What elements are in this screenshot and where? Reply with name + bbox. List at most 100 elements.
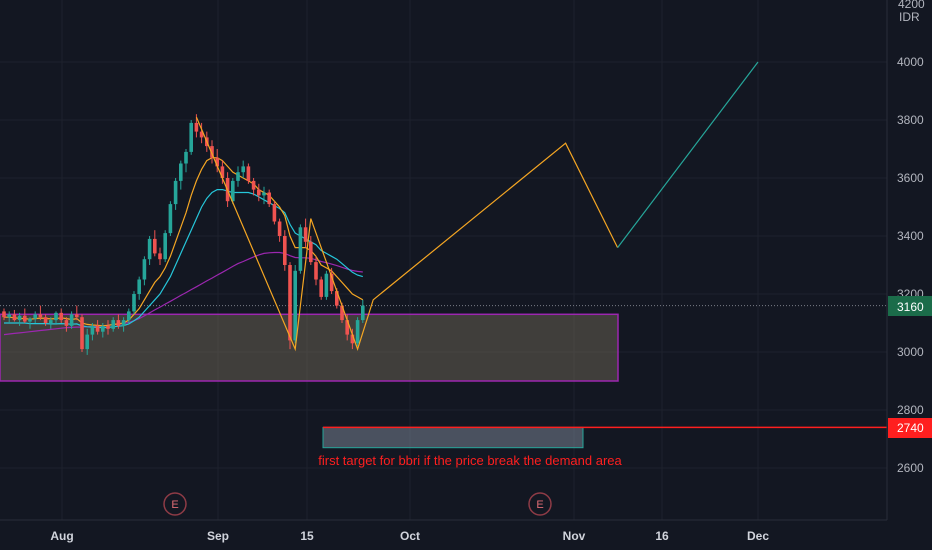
candle-body bbox=[189, 122, 193, 152]
candle-body bbox=[215, 157, 219, 167]
candle-body bbox=[251, 180, 256, 190]
candle-body bbox=[298, 227, 303, 271]
candle-body bbox=[90, 325, 95, 335]
candle-body bbox=[127, 311, 131, 321]
candle-body bbox=[116, 320, 121, 326]
candle-body bbox=[293, 270, 297, 341]
candles bbox=[2, 114, 365, 355]
x-tick-label: Nov bbox=[563, 529, 586, 543]
candle-body bbox=[179, 163, 183, 181]
candle-body bbox=[314, 262, 318, 280]
annotations: first target for bbri if the price break… bbox=[318, 453, 622, 468]
candle-body bbox=[361, 305, 365, 321]
y-tick-label: 3400 bbox=[897, 229, 924, 243]
candle-body bbox=[142, 259, 147, 280]
candle-body bbox=[12, 314, 17, 321]
target-price-tag: 2740 bbox=[897, 421, 924, 435]
y-tick-label: 3800 bbox=[897, 113, 924, 127]
candle-body bbox=[267, 192, 271, 205]
candle-body bbox=[288, 265, 292, 341]
ma-fast-line bbox=[4, 157, 364, 327]
candle-body bbox=[272, 204, 277, 222]
projection-lines bbox=[195, 61, 759, 352]
candle-body bbox=[153, 238, 157, 254]
x-tick-label: Dec bbox=[747, 529, 769, 543]
y-tick-label: 3600 bbox=[897, 171, 924, 185]
candle-body bbox=[199, 131, 204, 138]
earnings-marker-label: E bbox=[536, 499, 543, 511]
candle-body bbox=[137, 279, 141, 294]
candle-body bbox=[54, 312, 58, 321]
candle-body bbox=[101, 325, 105, 332]
candle-body bbox=[319, 279, 323, 297]
candle-body bbox=[158, 253, 162, 260]
x-tick-label: Sep bbox=[207, 529, 229, 543]
candle-body bbox=[210, 146, 214, 158]
candle-body bbox=[324, 273, 329, 297]
candle-body bbox=[111, 320, 115, 329]
candle-body bbox=[132, 294, 136, 312]
candle-body bbox=[236, 172, 240, 181]
candle-body bbox=[350, 334, 355, 344]
x-tick-label: 16 bbox=[655, 529, 669, 543]
x-tick-label: Oct bbox=[400, 529, 420, 543]
x-tick-label: 15 bbox=[300, 529, 314, 543]
candle-body bbox=[355, 320, 360, 344]
candle-body bbox=[309, 241, 313, 263]
earnings-marker-label: E bbox=[171, 499, 178, 511]
x-tick-label: Aug bbox=[50, 529, 73, 543]
candle-body bbox=[335, 291, 339, 306]
candle-body bbox=[168, 204, 173, 234]
target-price-tag-bg bbox=[888, 418, 932, 438]
earnings-marker-circle bbox=[528, 492, 552, 516]
candle-body bbox=[95, 325, 100, 332]
candle-body bbox=[49, 320, 53, 323]
candle-body bbox=[246, 166, 251, 181]
y-tick-label: 4000 bbox=[897, 55, 924, 69]
target-zone bbox=[322, 426, 584, 449]
candle-body bbox=[2, 311, 6, 318]
candle-body bbox=[283, 236, 287, 265]
candle-body bbox=[33, 314, 37, 319]
candle-body bbox=[69, 314, 74, 326]
candle-body bbox=[303, 227, 308, 242]
candle-body bbox=[241, 166, 245, 173]
y-tick-partial: 4200 bbox=[898, 0, 925, 11]
candle-body bbox=[59, 312, 63, 321]
candle-body bbox=[163, 233, 167, 260]
candle-body bbox=[80, 317, 84, 350]
candle-body bbox=[17, 315, 22, 321]
candle-body bbox=[277, 221, 282, 236]
zigzag-teal-line bbox=[617, 61, 759, 248]
candle-body bbox=[85, 334, 89, 350]
candle-body bbox=[28, 318, 32, 322]
earnings-marker-circle bbox=[163, 492, 187, 516]
candle-body bbox=[147, 238, 152, 260]
candle-body bbox=[64, 320, 69, 326]
candle-body bbox=[43, 317, 48, 323]
target-annotation: first target for bbri if the price break… bbox=[318, 453, 622, 468]
candle-body bbox=[7, 314, 11, 318]
last-price-tag-bg bbox=[888, 296, 932, 316]
candle-body bbox=[262, 192, 266, 196]
moving-averages bbox=[3, 157, 364, 336]
zigzag-orange-line bbox=[195, 116, 619, 352]
last-price-tag: 3160 bbox=[897, 300, 924, 314]
candle-body bbox=[38, 314, 43, 318]
y-tick-label: 2800 bbox=[897, 403, 924, 417]
candle-body bbox=[345, 320, 349, 335]
y-tick-label: 2600 bbox=[897, 461, 924, 475]
candle-body bbox=[75, 314, 79, 318]
candle-body bbox=[106, 325, 110, 329]
candle-body bbox=[23, 315, 27, 322]
axes: 4200 IDR 2600280030003200340036003800400… bbox=[0, 0, 925, 543]
candle-body bbox=[340, 305, 344, 321]
price-tags: 3160 2740 bbox=[888, 296, 932, 438]
candle-body bbox=[231, 180, 235, 202]
candle-body bbox=[257, 189, 261, 196]
currency-label: IDR bbox=[899, 10, 920, 24]
candle-body bbox=[184, 151, 188, 164]
